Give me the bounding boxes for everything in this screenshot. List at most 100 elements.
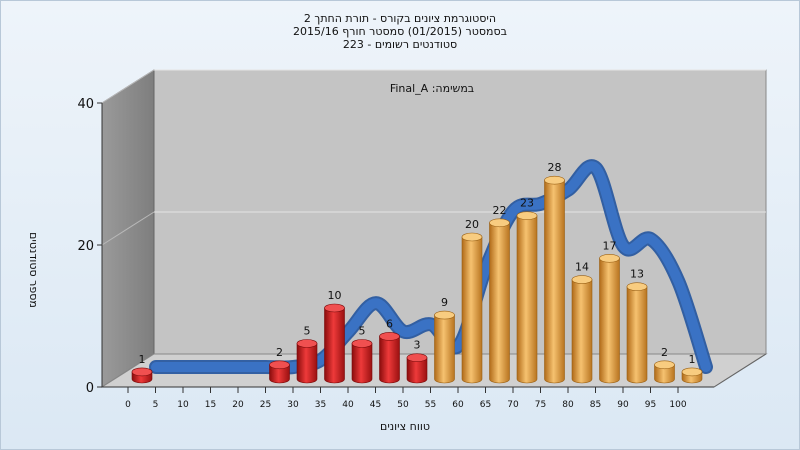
bar: 23 (516, 197, 538, 384)
x-tick-label: 0 (125, 400, 131, 410)
chart-subtitle: Final_A :במשימה (390, 82, 474, 95)
x-tick-label: 50 (397, 400, 409, 410)
x-tick-label: 45 (370, 400, 381, 410)
y-tick-label: 40 (77, 97, 94, 112)
bar-body (406, 357, 428, 384)
x-tick-label: 35 (315, 400, 326, 410)
bar-top (324, 303, 345, 313)
bar-top (461, 232, 483, 242)
x-tick-label: 5 (153, 400, 159, 410)
bar-body (324, 307, 345, 384)
bar-body (544, 179, 565, 384)
bar-value-label: 1 (689, 353, 696, 366)
x-tick-label: 40 (342, 400, 354, 410)
bar-top (296, 339, 318, 348)
x-tick-label: 80 (562, 400, 574, 410)
bar-body (379, 336, 400, 384)
bar-top (599, 253, 620, 263)
chart-title-line-1: היסטוגרמת ציונים בקורס - תורת החתך 2 (303, 12, 497, 25)
bar-value-label: 1 (139, 353, 146, 366)
bar: 6 (379, 317, 400, 384)
bar-body (269, 364, 290, 384)
grid-line-side (101, 69, 155, 104)
x-tick-label: 10 (177, 400, 189, 410)
bar-body (654, 364, 675, 384)
bar-value-label: 23 (520, 197, 534, 210)
bar: 3 (406, 339, 428, 384)
x-tick-label: 60 (452, 400, 464, 410)
bar-top (571, 275, 593, 284)
bar: 17 (599, 239, 620, 384)
bar-top (489, 218, 510, 228)
bar: 10 (324, 289, 345, 384)
x-tick-label: 15 (205, 400, 216, 410)
bar-value-label: 10 (328, 289, 342, 302)
x-tick-label: 90 (617, 400, 629, 410)
floor-edge (713, 353, 767, 388)
bar-body (516, 215, 538, 384)
bar-value-label: 14 (575, 261, 589, 274)
bar-top (626, 282, 648, 292)
x-tick-label: 30 (287, 400, 299, 410)
bar-top (379, 332, 400, 341)
bar-value-label: 28 (548, 161, 562, 174)
x-tick-label: 25 (260, 400, 271, 410)
bar-top (654, 360, 675, 370)
x-tick-label: 75 (535, 400, 546, 410)
bar: 1 (681, 353, 703, 384)
bar: 28 (544, 161, 565, 384)
bar-body (296, 343, 318, 384)
bar-value-label: 20 (465, 218, 479, 231)
bar-value-label: 2 (276, 346, 283, 359)
bar: 13 (626, 268, 648, 384)
bar: 20 (461, 218, 483, 384)
grid-line-side (101, 211, 155, 246)
bar-value-label: 3 (414, 339, 421, 352)
x-tick-label: 85 (590, 400, 601, 410)
x-tick-label: 70 (507, 400, 519, 410)
bar-value-label: 17 (603, 239, 617, 252)
bar-value-label: 2 (661, 346, 668, 359)
bar-top (544, 175, 565, 185)
bar-top (681, 367, 703, 377)
y-tick-label: 20 (77, 239, 94, 254)
bar: 14 (571, 261, 593, 384)
bar: 1 (131, 353, 153, 384)
bar-body (626, 286, 648, 384)
y-axis-label: מספר סטודנטים (27, 232, 40, 308)
y-tick-label: 0 (86, 381, 94, 396)
x-tick-label: 55 (425, 400, 436, 410)
bar-value-label: 5 (304, 325, 311, 338)
bar-top (269, 360, 290, 370)
x-tick-label: 100 (669, 400, 686, 410)
x-tick-label: 95 (645, 400, 656, 410)
bar-body (351, 343, 373, 384)
bar-top (434, 310, 455, 320)
bar-body (434, 314, 455, 384)
x-tick-label: 20 (232, 400, 244, 410)
bar-body (461, 236, 483, 384)
bar: 22 (489, 204, 510, 384)
bar-body (599, 258, 620, 384)
bar-top (516, 211, 538, 220)
bar: 9 (434, 296, 455, 384)
bar: 2 (269, 346, 290, 384)
bar-value-label: 5 (359, 325, 366, 338)
chart-title-line-3: סטודנטים רשומים - 223 (342, 38, 458, 51)
bar: 5 (351, 325, 373, 384)
bar: 5 (296, 325, 318, 384)
bar-top (351, 339, 373, 348)
x-tick-label: 65 (480, 400, 491, 410)
bar-top (131, 367, 153, 377)
chart-title-line-2: בסמסטר (01/2015) סמסטר חורף 2015/16 (293, 25, 507, 38)
bar-body (489, 222, 510, 384)
bar-value-label: 9 (441, 296, 448, 309)
bar-body (571, 279, 593, 384)
bar-value-label: 13 (630, 268, 644, 281)
x-axis-label: טווח ציונים (380, 420, 430, 433)
bar-top (406, 353, 428, 363)
bar-value-label: 6 (386, 317, 393, 330)
bar: 2 (654, 346, 675, 384)
bar-value-label: 22 (493, 204, 507, 217)
